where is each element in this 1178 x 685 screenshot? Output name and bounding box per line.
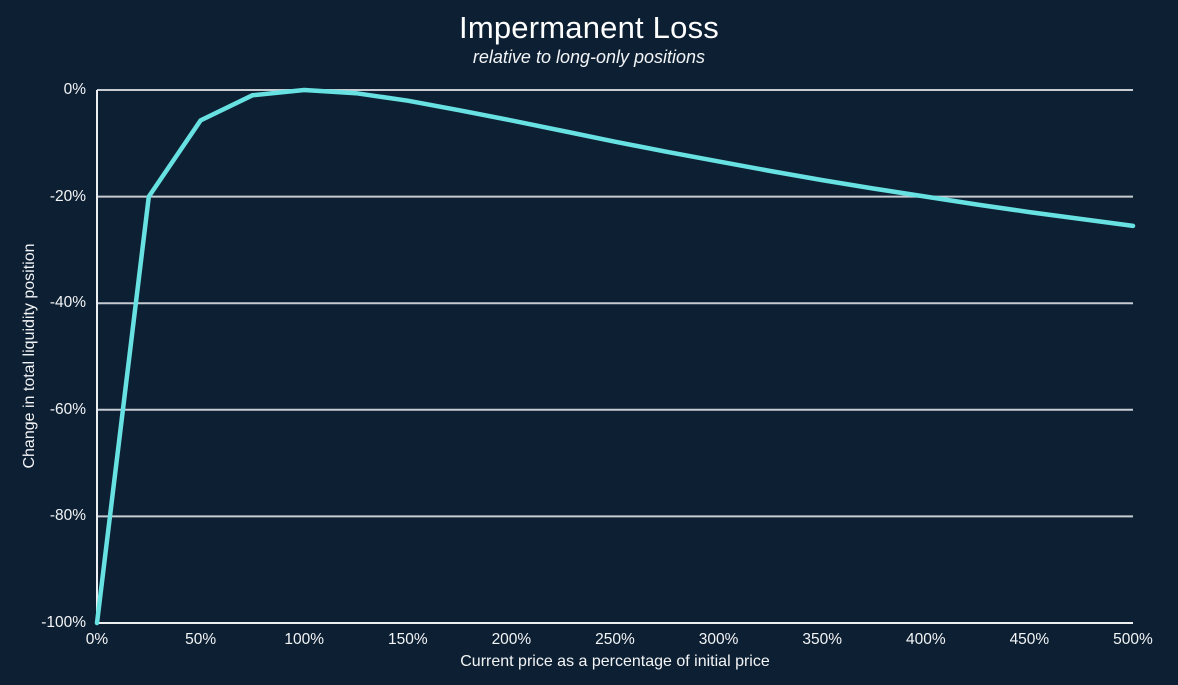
y-axis-label: Change in total liquidity position bbox=[21, 243, 38, 469]
series-line-impermanent-loss bbox=[94, 87, 1136, 626]
chart-title: Impermanent Loss bbox=[459, 10, 719, 45]
x-axis-label: Current price as a percentage of initial… bbox=[460, 653, 770, 670]
chart-subtitle: relative to long-only positions bbox=[472, 47, 706, 67]
